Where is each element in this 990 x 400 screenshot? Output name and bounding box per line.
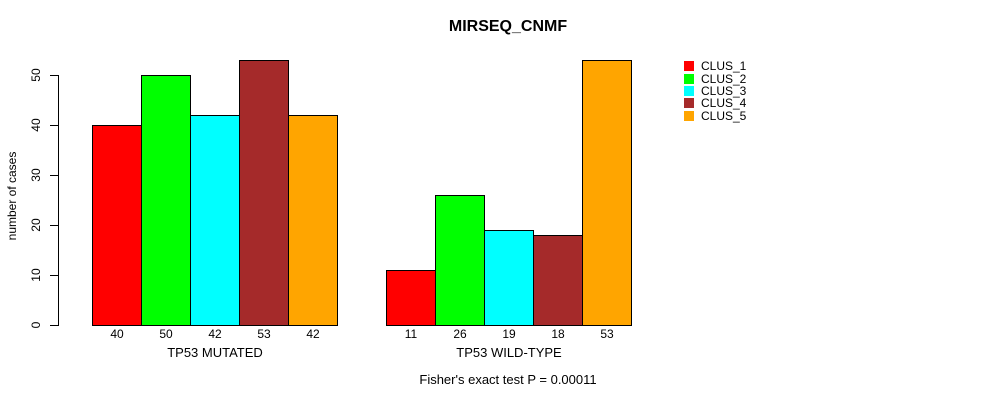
legend-swatch-icon: [684, 61, 694, 72]
legend-item-CLUS_2: CLUS_2: [684, 71, 747, 86]
legend-label: CLUS_1: [701, 59, 747, 74]
y-tick-label-30: 30: [29, 168, 43, 182]
fisher-test-annotation: Fisher's exact test P = 0.00011: [419, 372, 597, 387]
x-group-label-wildtype: TP53 WILD-TYPE: [456, 345, 562, 360]
y-tick-50: [50, 75, 59, 76]
bar-CLUS_5: [582, 60, 632, 326]
chart-title: MIRSEQ_CNMF: [448, 18, 568, 35]
legend-swatch-icon: [684, 85, 694, 96]
y-axis-label: number of cases: [5, 151, 19, 241]
bar-CLUS_1: [92, 125, 142, 326]
y-axis-line: [58, 75, 59, 326]
bar-CLUS_5: [288, 115, 338, 326]
y-tick-label-20: 20: [29, 218, 43, 232]
bar-value-label: 50: [159, 327, 173, 341]
bar-value-label: 18: [551, 327, 565, 341]
bar-CLUS_4: [239, 60, 289, 326]
legend-swatch-icon: [684, 110, 694, 121]
bar-CLUS_2: [141, 75, 191, 326]
bar-CLUS_2: [435, 195, 485, 326]
y-tick-10: [50, 275, 59, 276]
legend-item-CLUS_5: CLUS_5: [684, 110, 746, 122]
bar-value-label: 11: [404, 327, 418, 341]
bar-CLUS_1: [386, 270, 436, 326]
y-tick-30: [50, 175, 59, 176]
y-tick-20: [50, 225, 59, 226]
y-tick-label-0: 0: [29, 321, 43, 329]
bar-value-label: 53: [257, 327, 271, 341]
bar-value-label: 42: [306, 327, 320, 341]
legend-label: CLUS_5: [701, 108, 747, 123]
bar-value-label: 26: [453, 327, 467, 341]
y-tick-label-10: 10: [29, 268, 43, 282]
bar-value-label: 40: [110, 327, 124, 341]
bar-CLUS_3: [484, 230, 534, 326]
bar-value-label: 53: [600, 327, 614, 341]
x-group-label-mutated: TP53 MUTATED: [167, 345, 263, 360]
bar-CLUS_3: [190, 115, 240, 326]
bar-value-label: 42: [208, 327, 222, 341]
bar-value-label: 19: [502, 327, 516, 341]
legend-label: CLUS_4: [701, 96, 747, 111]
legend-item-CLUS_3: CLUS_3: [684, 85, 746, 97]
y-tick-label-40: 40: [29, 118, 43, 132]
legend-swatch-icon: [684, 98, 694, 109]
legend-item-CLUS_1: CLUS_1: [684, 60, 746, 72]
legend-label: CLUS_3: [701, 83, 747, 98]
legend-item-CLUS_4: CLUS_4: [684, 97, 746, 109]
bar-CLUS_4: [533, 235, 583, 326]
legend-swatch-icon: [684, 73, 694, 84]
y-tick-40: [50, 125, 59, 126]
y-tick-0: [50, 325, 59, 326]
y-tick-label-50: 50: [29, 68, 43, 82]
legend-label: CLUS_2: [701, 71, 747, 86]
legend: CLUS_1 CLUS_2 CLUS_3 CLUS_4 CLUS_5: [684, 60, 746, 122]
